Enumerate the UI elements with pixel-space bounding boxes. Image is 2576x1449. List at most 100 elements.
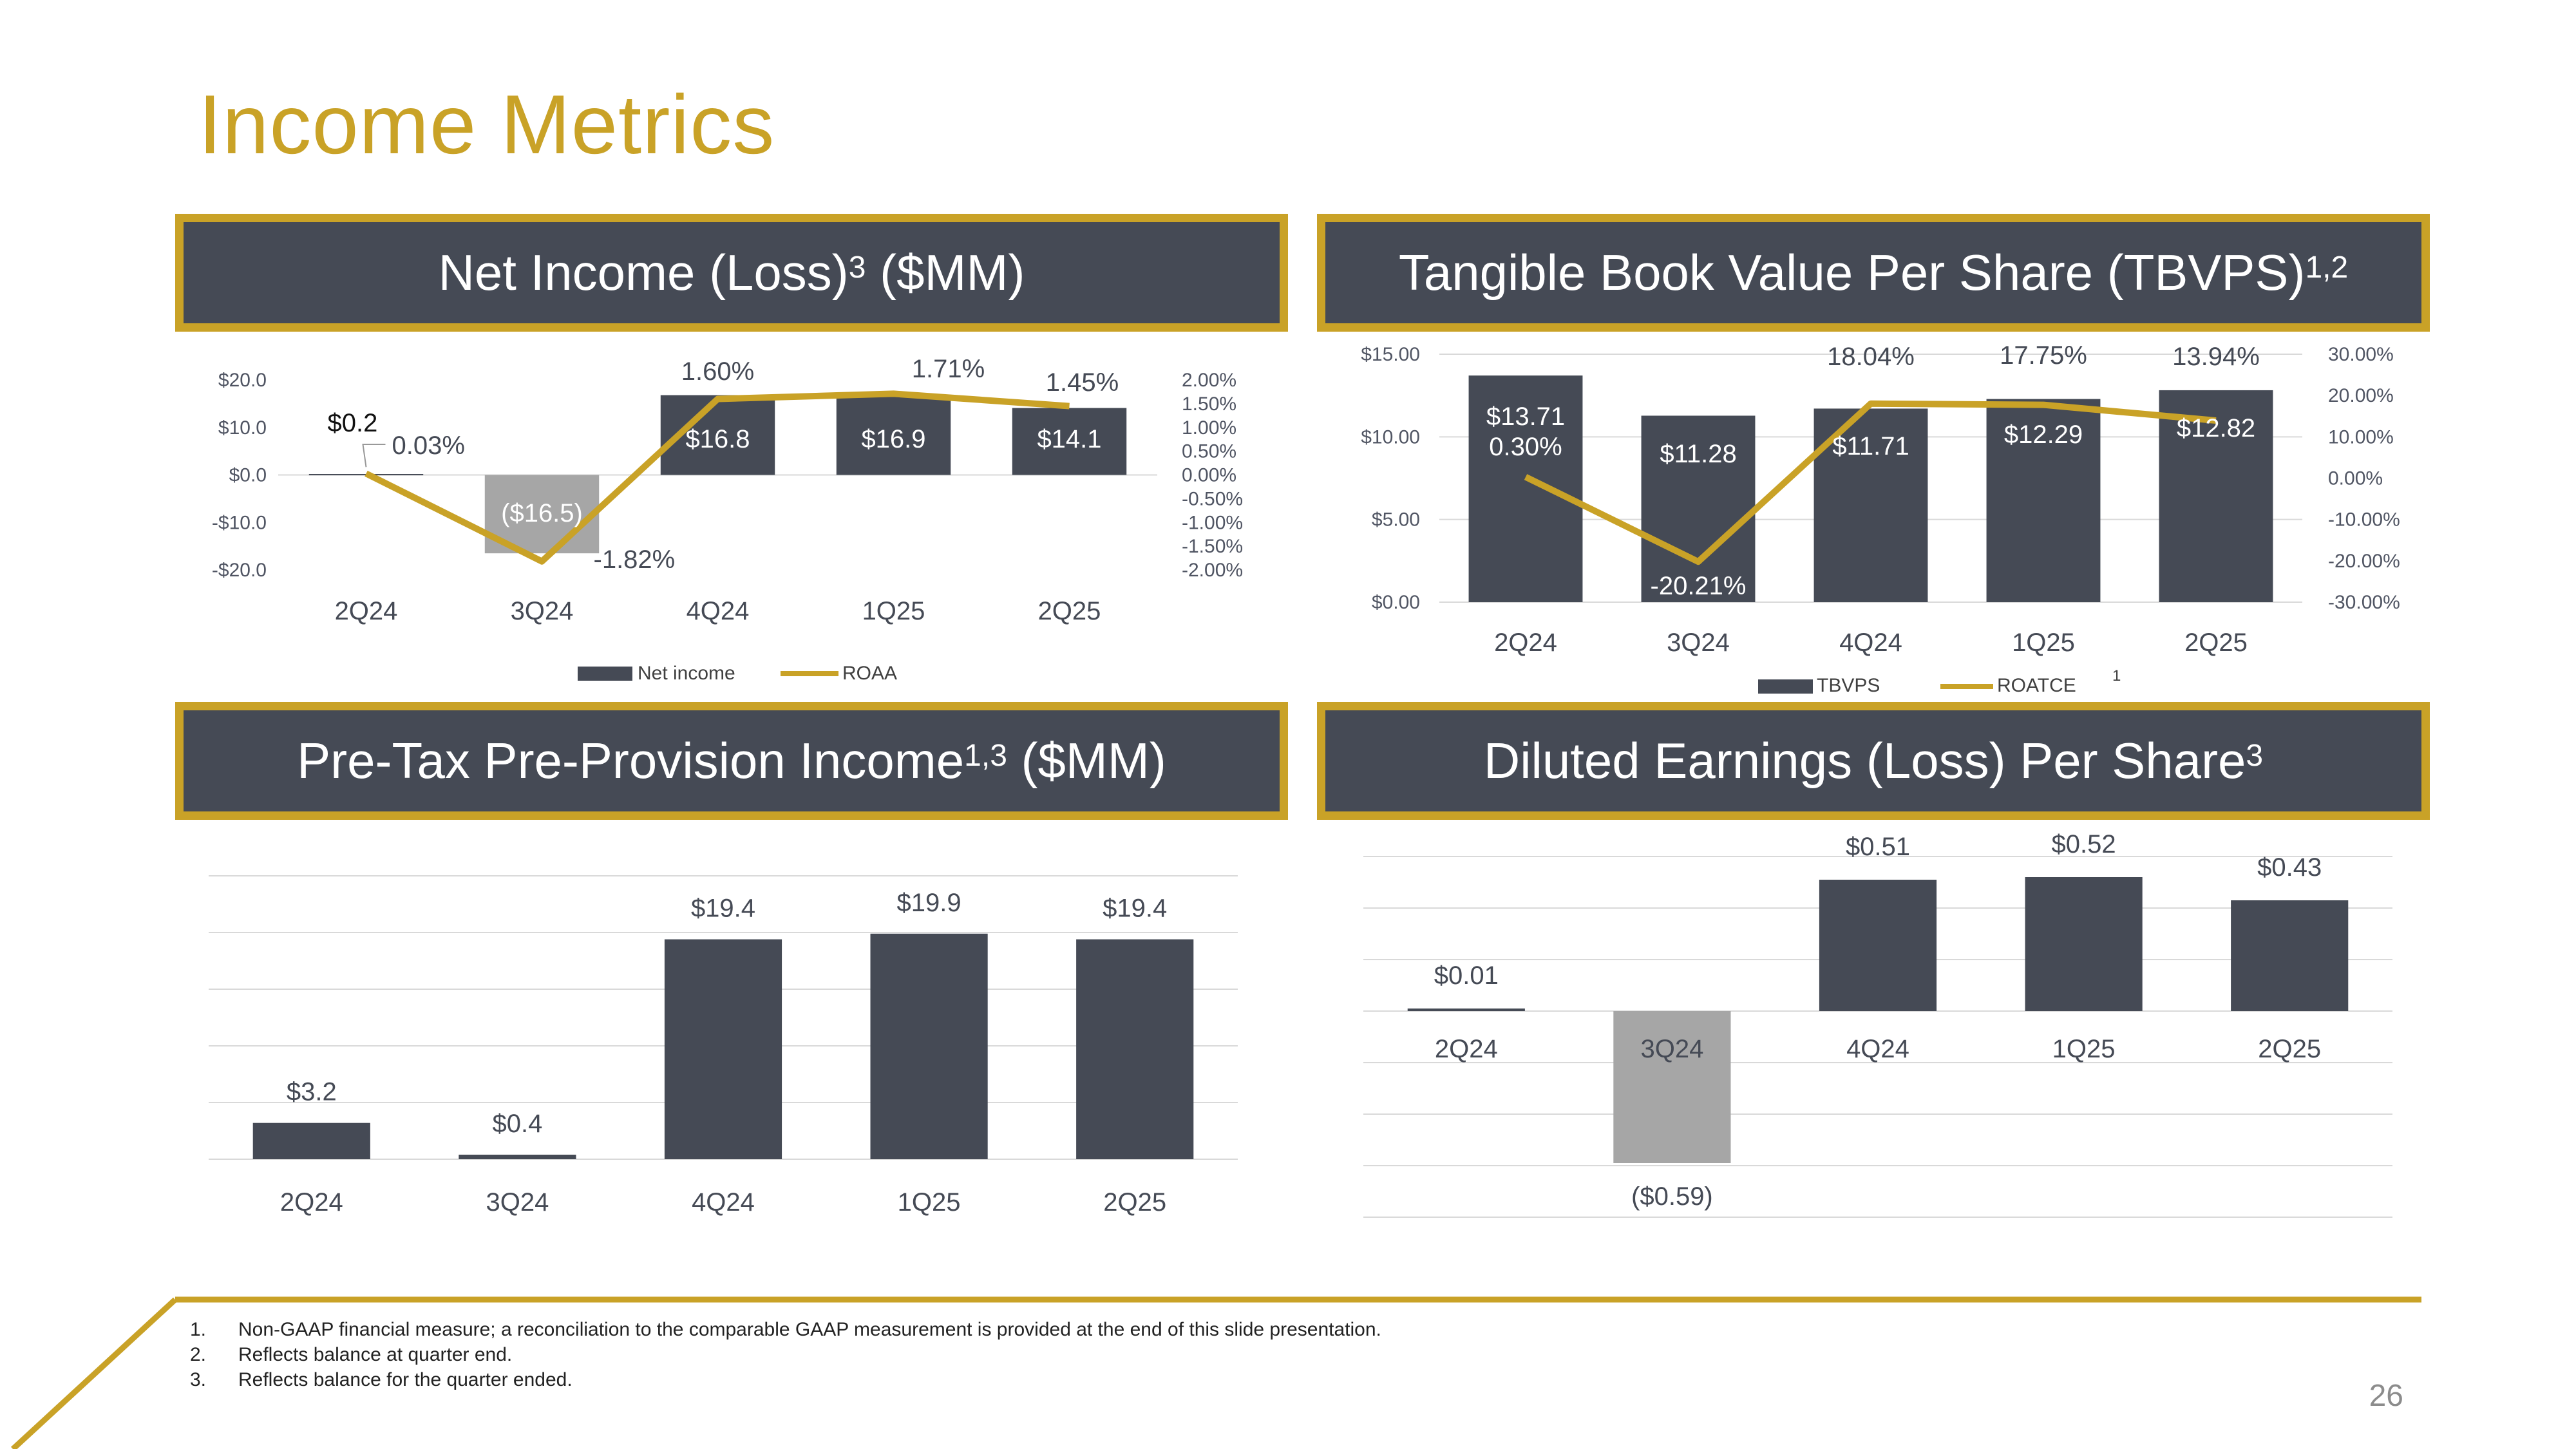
banner-tbvps-title: Tangible Book Value Per Share (TBVPS): [1398, 244, 2306, 301]
y-tick-label: $15.00: [1361, 344, 1420, 365]
data-label-eps: ($0.59): [1631, 1182, 1713, 1211]
y-tick-label: $10.00: [1361, 426, 1420, 448]
footnote-2: 2. Reflects balance at quarter end.: [190, 1344, 513, 1365]
y-tick-label: $0.00: [1372, 592, 1420, 613]
data-label-eps: $0.52: [2052, 830, 2116, 858]
y-tick-label: -$10.0: [212, 512, 267, 533]
chart-tbvps: $15.00 $10.00 $5.00 $0.00 30.00% 20.00% 10.00%…: [1317, 338, 2430, 696]
y-tick-label: -$20.0: [212, 560, 267, 581]
data-label-eps: $0.43: [2257, 853, 2322, 882]
bar: [1468, 375, 1583, 602]
category-label: 4Q24: [687, 597, 750, 625]
category-label: 2Q25: [1038, 597, 1101, 625]
data-label-roatce: 0.30%: [1489, 433, 1562, 461]
data-label-pptp: $0.4: [492, 1110, 542, 1138]
footnote-1: 1. Non-GAAP financial measure; a reconcil…: [190, 1319, 1381, 1340]
banner-tbvps-sup: 1,2: [2305, 251, 2349, 285]
bar: [1986, 399, 2101, 602]
data-label-pptp: $3.2: [287, 1078, 337, 1106]
category-label: 3Q24: [511, 597, 574, 625]
bar: [1819, 880, 1937, 1011]
page-title: Income Metrics: [198, 77, 775, 171]
banner-tbvps: Tangible Book Value Per Share (TBVPS) 1,2: [1317, 214, 2430, 332]
category-label: 3Q24: [486, 1188, 549, 1217]
data-label-eps: $0.01: [1434, 961, 1499, 990]
category-label: 2Q24: [1494, 629, 1557, 657]
bar: [1012, 408, 1127, 475]
page-number: 26: [2369, 1379, 2403, 1413]
category-label: 3Q24: [1640, 1035, 1703, 1063]
y2-tick-label: 10.00%: [2328, 426, 2394, 448]
banner-pptp-sup: 1,3: [964, 739, 1007, 773]
y2-tick-label: -0.50%: [1182, 488, 1243, 509]
category-label: 2Q25: [2258, 1035, 2321, 1063]
data-label-roaa: 1.60%: [681, 357, 754, 386]
data-label-net-income: ($16.5): [501, 499, 583, 527]
y2-tick-label: 1.00%: [1182, 417, 1236, 439]
data-label-net-income: $0.2: [328, 409, 378, 437]
y2-tick-label: -1.50%: [1182, 536, 1243, 557]
legend-footnote-sup: 1: [2112, 667, 2121, 685]
footnote-3: 3. Reflects balance for the quarter ended…: [190, 1369, 573, 1390]
category-label: 2Q25: [1103, 1188, 1166, 1217]
y2-tick-label: -10.00%: [2328, 509, 2400, 531]
y-tick-label: $10.0: [218, 417, 267, 439]
category-label: 4Q24: [1846, 1035, 1909, 1063]
bar: [2231, 900, 2349, 1011]
data-label-roaa: -1.82%: [594, 545, 676, 574]
banner-eps-title: Diluted Earnings (Loss) Per Share: [1483, 732, 2246, 789]
bar: [252, 1122, 370, 1159]
chart-eps: $0.01 ($0.59) $0.51 $0.52 $0.43 2Q24 3Q24 4Q24 1…: [1317, 824, 2430, 1243]
legend-label-net-income: Net income: [638, 663, 735, 684]
data-label-roatce: 18.04%: [1827, 343, 1915, 371]
banner-pptp: Pre-Tax Pre-Provision Income 1,3 ($MM): [175, 702, 1288, 820]
y2-tick-label: 30.00%: [2328, 344, 2394, 365]
category-label: 2Q24: [1435, 1035, 1498, 1063]
series-line-roatce: [1524, 400, 2217, 565]
bar: [1641, 415, 1756, 602]
category-label: 4Q24: [692, 1188, 755, 1217]
bar: [2159, 390, 2273, 602]
banner-eps-sup: 3: [2246, 739, 2264, 773]
data-label-tbvps: $12.82: [2177, 414, 2255, 442]
y2-tick-label: -20.00%: [2328, 551, 2400, 572]
data-label-eps: $0.51: [1846, 833, 1910, 861]
y-tick-label: $20.0: [218, 370, 267, 391]
banner-net-income-suffix: ($MM): [866, 244, 1025, 301]
category-label: 1Q25: [2052, 1035, 2116, 1063]
data-label-roatce: 17.75%: [2000, 341, 2087, 370]
y2-tick-label: 1.50%: [1182, 393, 1236, 415]
data-label-tbvps: $11.28: [1660, 440, 1736, 468]
data-label-pptp: $19.4: [1103, 895, 1167, 923]
banner-net-income-sup: 3: [848, 251, 866, 285]
y-tick-label: $0.0: [229, 465, 267, 486]
data-label-net-income: $16.8: [685, 425, 750, 453]
category-label: 1Q25: [2012, 629, 2075, 657]
banner-eps: Diluted Earnings (Loss) Per Share 3: [1317, 702, 2430, 820]
category-label: 4Q24: [1839, 629, 1902, 657]
y2-tick-label: 20.00%: [2328, 385, 2394, 406]
y-tick-label: $5.00: [1372, 509, 1420, 531]
legend-swatch-tbvps: [1758, 679, 1813, 694]
y2-tick-label: -2.00%: [1182, 560, 1243, 581]
y2-tick-label: 0.00%: [1182, 465, 1236, 486]
bar: [1076, 939, 1194, 1159]
category-label: 2Q24: [280, 1188, 343, 1217]
chart-pptp: $3.2 $0.4 $19.4 $19.9 $19.4 2Q24 3Q24 4Q24 1Q25 2…: [175, 857, 1288, 1243]
bar: [459, 1154, 576, 1159]
bar: [664, 939, 782, 1159]
data-label-net-income: $16.9: [861, 425, 925, 453]
data-label-tbvps: $13.71: [1486, 402, 1565, 431]
bar: [1407, 1009, 1525, 1011]
category-label: 1Q25: [898, 1188, 961, 1217]
category-label: 2Q24: [335, 597, 398, 625]
banner-pptp-title: Pre-Tax Pre-Provision Income: [297, 732, 965, 789]
legend-label-tbvps: TBVPS: [1817, 675, 1880, 696]
bar: [870, 933, 988, 1159]
data-label-roaa: 0.03%: [392, 431, 465, 460]
bar: [836, 394, 951, 475]
legend-label-roaa: ROAA: [842, 663, 897, 684]
legend-label-roatce: ROATCE: [1997, 675, 2076, 696]
category-label: 2Q25: [2184, 629, 2248, 657]
